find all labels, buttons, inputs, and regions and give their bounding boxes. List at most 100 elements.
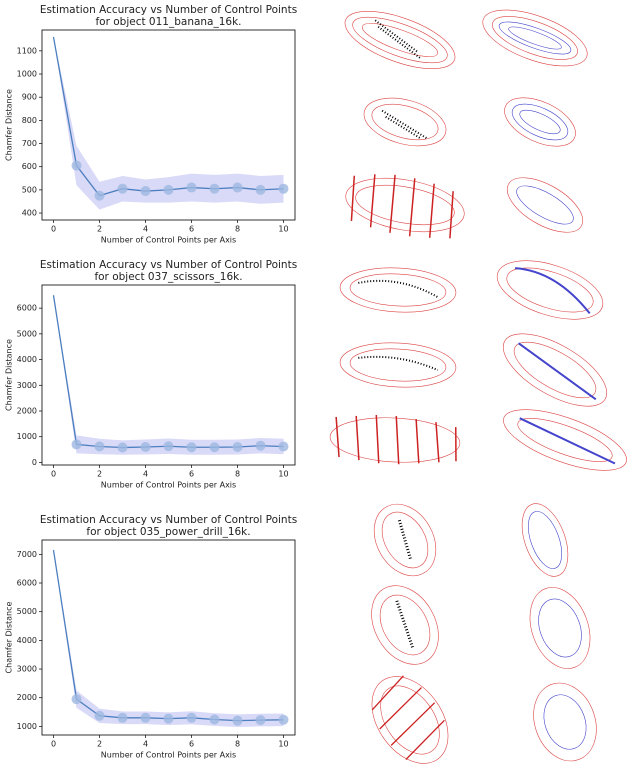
chart-title: Estimation Accuracy vs Number of Control…: [40, 4, 297, 16]
y-tick-label: 1000: [17, 70, 37, 79]
marker: [163, 184, 174, 195]
chart-title: Estimation Accuracy vs Number of Control…: [40, 514, 297, 526]
marker: [232, 715, 243, 726]
marker: [186, 442, 197, 453]
error-band: [53, 36, 284, 210]
x-tick-label: 0: [51, 225, 56, 234]
y-tick-label: 5000: [17, 607, 37, 616]
y-tick-label: 1000: [17, 722, 37, 731]
rendering: [363, 97, 447, 147]
marker: [140, 712, 151, 723]
y-tick-label: 3000: [17, 665, 37, 674]
marker: [117, 712, 128, 723]
y-tick-label: 2000: [17, 693, 37, 702]
chart-title: for object 011_banana_16k.: [95, 16, 241, 28]
plot-frame: [41, 29, 296, 221]
marker: [255, 715, 266, 726]
marker: [94, 190, 105, 201]
y-axis-label: Chamfer Distance: [5, 339, 14, 411]
rendering: [482, 9, 588, 67]
marker: [71, 160, 82, 171]
y-tick-label: 4000: [17, 355, 37, 364]
x-tick-label: 0: [51, 470, 56, 479]
y-tick-label: 700: [22, 139, 37, 148]
y-tick-label: 4000: [17, 636, 37, 645]
rendering: [339, 267, 457, 313]
rendering: [502, 333, 608, 407]
y-axis-label: Chamfer Distance: [5, 89, 14, 161]
x-tick-label: 10: [278, 740, 288, 749]
x-tick-label: 2: [97, 740, 102, 749]
marker: [186, 712, 197, 723]
rendering: [503, 409, 627, 471]
chart-title: for object 035_power_drill_16k.: [86, 526, 250, 538]
renderings: [329, 9, 627, 764]
marker: [71, 694, 82, 705]
marker: [278, 714, 289, 725]
rendering: [371, 675, 449, 764]
marker: [140, 186, 151, 197]
rendering: [506, 177, 584, 233]
marker: [117, 183, 128, 194]
x-axis-label: Number of Control Points per Axis: [101, 236, 236, 245]
x-tick-label: 6: [189, 470, 194, 479]
x-tick-label: 0: [51, 740, 56, 749]
line: [52, 549, 284, 722]
y-tick-label: 400: [22, 209, 37, 218]
marker: [209, 183, 220, 194]
plot-frame: [41, 284, 296, 466]
x-tick-label: 2: [97, 225, 102, 234]
y-tick-label: 1100: [17, 46, 37, 55]
rendering: [496, 260, 604, 320]
rendering: [529, 587, 591, 669]
y-axis-label: Chamfer Distance: [5, 601, 14, 673]
x-tick-label: 8: [235, 470, 240, 479]
x-tick-label: 4: [143, 225, 148, 234]
x-tick-label: 8: [235, 740, 240, 749]
rendering: [371, 585, 439, 665]
rendering: [521, 503, 569, 577]
marker: [255, 184, 266, 195]
marker: [255, 440, 266, 451]
marker: [117, 442, 128, 453]
x-tick-label: 8: [235, 225, 240, 234]
marker: [278, 183, 289, 194]
rendering: [373, 503, 437, 577]
y-tick-label: 0: [32, 458, 37, 467]
rendering: [533, 682, 597, 762]
chart-title: for object 037_scissors_16k.: [94, 271, 242, 283]
marker: [232, 442, 243, 452]
y-tick-label: 500: [22, 185, 37, 194]
rendering: [344, 11, 456, 69]
marker: [186, 182, 197, 193]
marker: [94, 710, 105, 721]
y-tick-label: 1000: [17, 432, 37, 441]
marker: [278, 441, 289, 452]
error-band: [53, 295, 284, 455]
x-tick-label: 10: [278, 225, 288, 234]
marker: [163, 441, 174, 452]
marker: [163, 713, 174, 724]
y-tick-label: 6000: [17, 579, 37, 588]
y-tick-label: 2000: [17, 407, 37, 416]
rendering: [345, 174, 465, 239]
y-tick-label: 900: [22, 93, 37, 102]
y-tick-label: 3000: [17, 381, 37, 390]
rendering: [339, 342, 457, 388]
x-tick-label: 2: [97, 470, 102, 479]
x-tick-label: 4: [143, 740, 148, 749]
line: [52, 295, 284, 449]
marker: [140, 442, 151, 452]
chart-title: Estimation Accuracy vs Number of Control…: [40, 259, 297, 271]
x-axis-label: Number of Control Points per Axis: [101, 481, 236, 490]
y-tick-label: 600: [22, 162, 37, 171]
y-tick-label: 7000: [17, 550, 37, 559]
y-tick-label: 6000: [17, 304, 37, 313]
x-tick-label: 4: [143, 470, 148, 479]
rendering: [504, 97, 576, 147]
x-tick-label: 6: [189, 740, 194, 749]
marker: [71, 439, 82, 450]
y-tick-label: 800: [22, 116, 37, 125]
error-band: [53, 550, 284, 727]
